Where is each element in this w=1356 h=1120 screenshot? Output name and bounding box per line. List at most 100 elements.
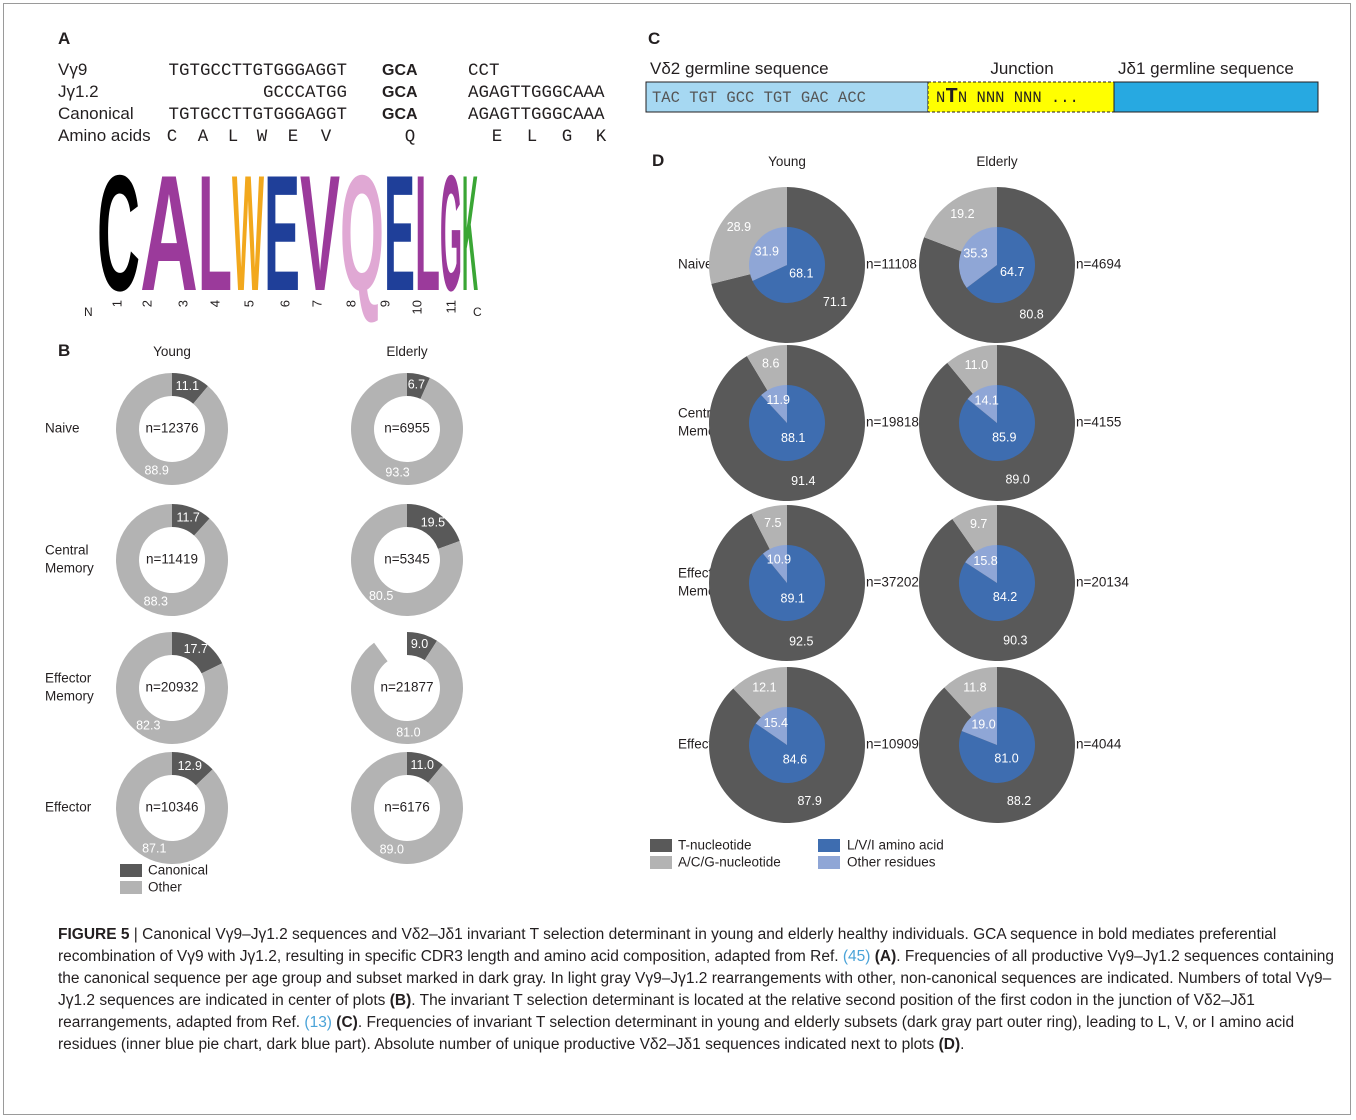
inner-slice: [761, 385, 787, 423]
amino-acid: E: [288, 127, 299, 147]
logo-letter: L: [415, 141, 440, 325]
donut-segment: [116, 752, 229, 864]
value-label: 19.2: [950, 207, 974, 221]
caption-ref: (13): [304, 1014, 332, 1031]
value-label: 28.9: [727, 220, 751, 234]
donut-segment: [172, 373, 208, 404]
logo-letter: A: [140, 141, 198, 325]
sequence-bold: GCA: [382, 106, 418, 123]
panel-label: D: [652, 151, 664, 170]
n-label: n=20932: [146, 680, 199, 695]
n-label: n=4694: [1076, 257, 1122, 272]
inner-slice: [966, 227, 1035, 303]
n-label: n=12376: [146, 421, 199, 436]
column-title: Elderly: [976, 154, 1018, 169]
n-label: n=11108: [866, 257, 917, 272]
caption-bold: (A): [874, 948, 897, 965]
logo-position: 11: [443, 300, 458, 314]
value-label: 80.8: [1019, 308, 1043, 322]
value-label: 88.9: [144, 464, 168, 478]
logo-position: 9: [377, 300, 392, 307]
value-label: 87.1: [142, 842, 166, 856]
sequence: GCCCATGG: [263, 83, 347, 103]
value-label: 12.1: [752, 681, 776, 695]
donut-segment: [350, 752, 463, 865]
value-label: 9.0: [411, 637, 428, 651]
row-label: Naive: [45, 421, 80, 436]
value-label: 12.9: [178, 759, 202, 773]
value-label: 84.2: [993, 590, 1017, 604]
sequence-bold: GCA: [382, 62, 418, 79]
logo-position: 10: [409, 300, 424, 314]
amino-acid: C: [167, 127, 178, 147]
caption-bold: (B): [389, 992, 412, 1009]
value-label: 89.1: [781, 591, 805, 605]
logo-position: 8: [343, 300, 358, 307]
value-label: 89.0: [380, 843, 404, 857]
donut-segment: [115, 632, 228, 745]
donut-segment: [172, 504, 210, 536]
value-label: 9.7: [970, 517, 987, 531]
sequence: TGTGCCTTGTGGGAGGT: [168, 105, 347, 125]
logo-letter: E: [384, 141, 415, 325]
donut-segment: [116, 373, 229, 485]
donut-segment: [351, 504, 464, 616]
logo-position: 4: [207, 300, 222, 307]
inner-slice: [961, 707, 997, 745]
caption-plain: .: [960, 1036, 965, 1053]
value-label: 11.9: [767, 393, 790, 407]
junction-part: N NNN NNN ...: [958, 89, 1079, 107]
value-label: 15.4: [764, 716, 788, 730]
panel-label: A: [58, 29, 70, 48]
caption-plain: | Canonical Vγ9–Jγ1.2 sequences and Vδ2–…: [58, 926, 1277, 965]
value-label: 82.3: [136, 719, 160, 733]
donut-segment: [351, 373, 464, 486]
value-label: 31.9: [755, 244, 779, 258]
amino-acid: A: [198, 127, 209, 147]
legend-label: Other residues: [847, 855, 936, 870]
value-label: 88.2: [1007, 794, 1031, 808]
n-label: n=11419: [146, 552, 198, 567]
v-box: [645, 81, 929, 113]
row-label: Central: [45, 543, 89, 558]
n-label: n=10909: [866, 737, 919, 752]
value-label: 11.0: [965, 358, 988, 372]
value-label: 19.5: [421, 515, 445, 529]
caption-plain: . Frequencies of invariant T selection d…: [58, 1014, 1295, 1053]
caption-plain: . Frequencies of all productive Vγ9–Jγ1.…: [58, 948, 1335, 1009]
caption: FIGURE 5 | Canonical Vγ9–Jγ1.2 sequences…: [58, 924, 1336, 1056]
sequence: TGTGCCTTGTGGGAGGT: [168, 61, 347, 81]
caption-ref: (45): [842, 948, 871, 965]
value-label: 68.1: [789, 266, 813, 280]
legend-swatch: [650, 856, 672, 869]
logo-position: 3: [175, 300, 190, 307]
logo-letter: E: [264, 141, 300, 325]
sequence-tail: AGAGTTGGGCAAA: [468, 105, 605, 125]
logo-letter: W: [232, 141, 264, 325]
value-label: 88.1: [781, 431, 805, 445]
row-label: Effector: [45, 800, 92, 815]
value-label: 80.5: [369, 589, 393, 603]
row-label: Memory: [45, 689, 94, 704]
value-label: 19.0: [971, 717, 995, 731]
panel-label: B: [58, 341, 70, 360]
j-box: [1113, 81, 1319, 113]
junction-sequence: NTN NNN NNN ...: [936, 86, 1079, 109]
logo-letter: K: [462, 141, 478, 325]
row-label: Effector: [45, 671, 92, 686]
legend-swatch: [120, 864, 142, 877]
value-label: 71.1: [823, 295, 847, 309]
n-label: n=6955: [384, 421, 429, 436]
value-label: 87.9: [797, 794, 821, 808]
donut-segment: [172, 632, 223, 674]
value-label: 14.1: [975, 394, 999, 408]
value-label: 84.6: [783, 752, 807, 766]
value-label: 17.7: [184, 642, 208, 656]
logo-position: 6: [277, 300, 292, 307]
inner-slice: [967, 385, 997, 423]
section-title: Junction: [990, 59, 1053, 78]
inner-slice: [752, 227, 825, 303]
sequence-tail: AGAGTTGGGCAAA: [468, 83, 605, 103]
